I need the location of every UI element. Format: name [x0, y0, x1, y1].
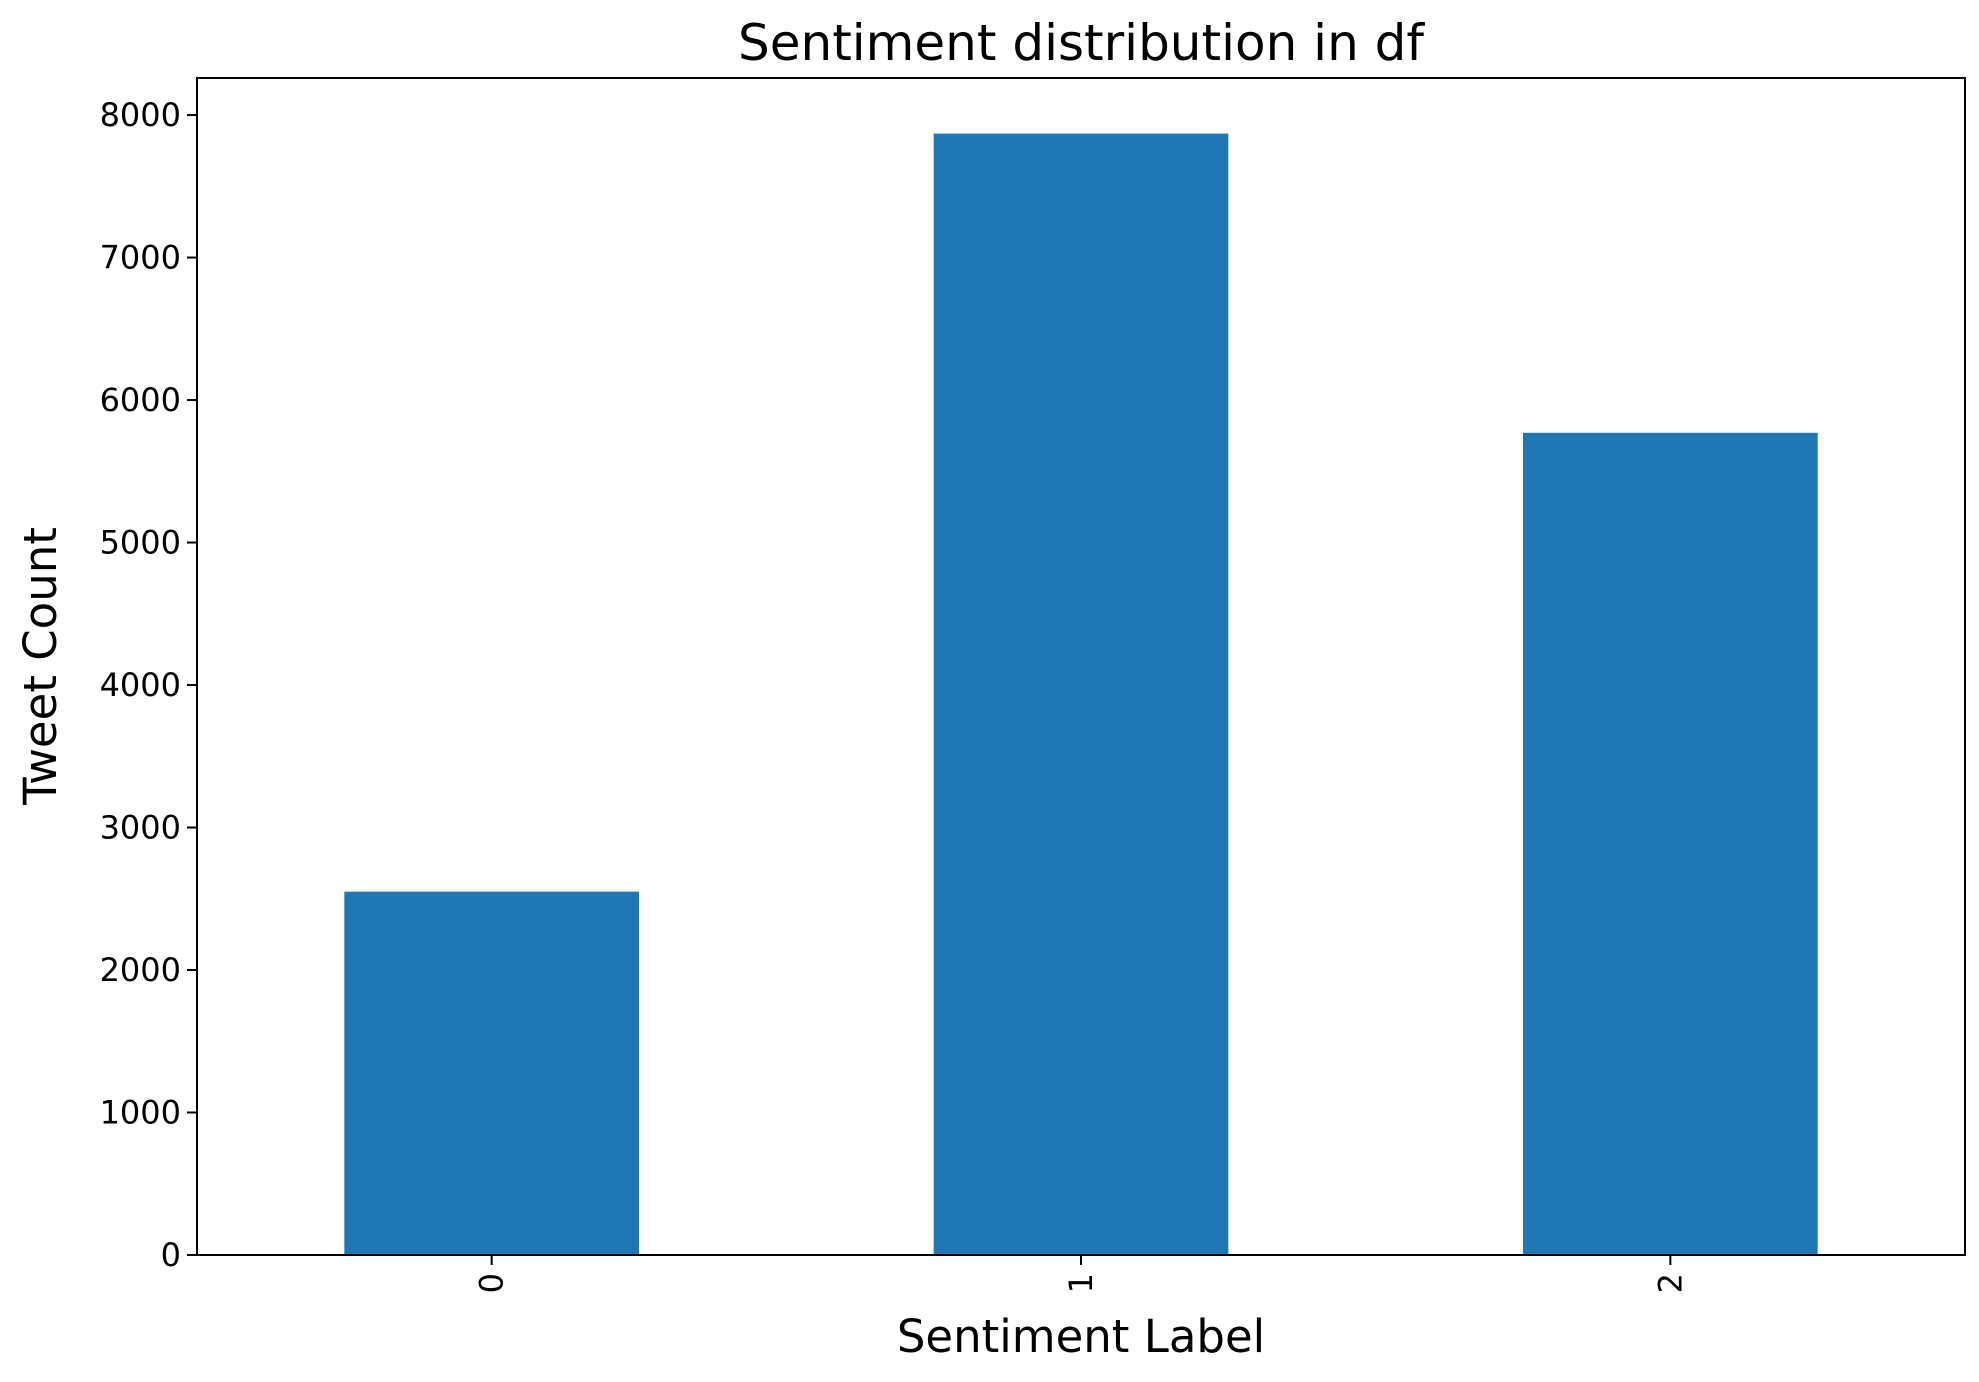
x-tick-label: 1 [1062, 1273, 1100, 1293]
bars-layer [344, 133, 1818, 1255]
bar-1 [933, 133, 1229, 1255]
y-tick-label: 4000 [100, 666, 181, 704]
x-tick-label: 0 [473, 1273, 511, 1293]
y-axis-label: Tweet Count [14, 527, 67, 806]
y-tick-label: 7000 [100, 239, 181, 277]
y-tick-label: 1000 [100, 1094, 181, 1132]
y-tick-label: 5000 [100, 524, 181, 562]
bar-2 [1523, 432, 1818, 1255]
chart-title: Sentiment distribution in df [738, 14, 1425, 72]
y-tick-label: 2000 [100, 951, 181, 989]
x-axis-ticks: 0 1 2 [473, 1255, 1689, 1293]
x-axis-label: Sentiment Label [897, 1310, 1265, 1363]
bar-0 [344, 891, 639, 1255]
y-tick-label: 8000 [100, 96, 181, 134]
x-tick-label: 2 [1651, 1273, 1689, 1293]
y-tick-label: 3000 [100, 809, 181, 847]
y-axis-ticks: 0 1000 2000 3000 4000 5000 6000 7000 8000 [100, 96, 197, 1274]
y-tick-label: 6000 [100, 381, 181, 419]
y-tick-label: 0 [161, 1236, 181, 1274]
